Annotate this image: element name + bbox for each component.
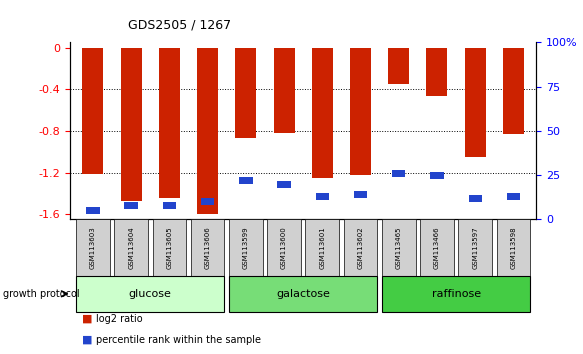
Bar bbox=[354, 191, 367, 198]
Text: GSM113599: GSM113599 bbox=[243, 227, 249, 269]
Text: GSM113605: GSM113605 bbox=[166, 227, 173, 269]
Bar bbox=[382, 276, 531, 312]
Bar bbox=[163, 202, 176, 209]
Bar bbox=[420, 219, 454, 276]
Text: ■: ■ bbox=[82, 335, 92, 345]
Text: GSM113466: GSM113466 bbox=[434, 227, 440, 269]
Text: glucose: glucose bbox=[129, 289, 171, 299]
Bar bbox=[239, 177, 252, 184]
Bar bbox=[197, 48, 218, 214]
Bar bbox=[344, 219, 377, 276]
Bar bbox=[503, 48, 524, 134]
Bar bbox=[86, 207, 100, 214]
Bar bbox=[153, 219, 186, 276]
Bar bbox=[201, 198, 215, 205]
Text: percentile rank within the sample: percentile rank within the sample bbox=[96, 335, 261, 345]
Bar bbox=[312, 48, 333, 178]
Bar bbox=[229, 276, 377, 312]
Bar bbox=[278, 181, 291, 188]
Bar bbox=[121, 48, 142, 201]
Bar bbox=[191, 219, 224, 276]
Bar bbox=[267, 219, 301, 276]
Bar bbox=[273, 48, 294, 133]
Bar bbox=[392, 170, 405, 177]
Text: GSM113600: GSM113600 bbox=[281, 227, 287, 269]
Text: raffinose: raffinose bbox=[431, 289, 480, 299]
Bar bbox=[469, 195, 482, 202]
Text: log2 ratio: log2 ratio bbox=[96, 314, 143, 324]
Bar bbox=[350, 48, 371, 175]
Bar bbox=[229, 219, 262, 276]
Text: GDS2505 / 1267: GDS2505 / 1267 bbox=[128, 19, 231, 32]
Text: GSM113598: GSM113598 bbox=[511, 227, 517, 269]
Bar bbox=[315, 193, 329, 200]
Bar bbox=[82, 48, 103, 174]
Text: GSM113606: GSM113606 bbox=[205, 227, 210, 269]
Bar bbox=[497, 219, 531, 276]
Text: GSM113604: GSM113604 bbox=[128, 227, 134, 269]
Bar bbox=[76, 276, 224, 312]
Text: GSM113465: GSM113465 bbox=[396, 227, 402, 269]
Bar bbox=[507, 193, 520, 200]
Bar bbox=[124, 202, 138, 209]
Bar bbox=[76, 219, 110, 276]
Bar bbox=[236, 48, 257, 138]
Text: GSM113602: GSM113602 bbox=[357, 227, 364, 269]
Text: GSM113603: GSM113603 bbox=[90, 227, 96, 269]
Bar bbox=[382, 219, 416, 276]
Bar bbox=[458, 219, 492, 276]
Text: galactose: galactose bbox=[276, 289, 330, 299]
Bar bbox=[159, 48, 180, 198]
Bar bbox=[114, 219, 148, 276]
Bar bbox=[426, 48, 448, 96]
Text: growth protocol: growth protocol bbox=[3, 289, 79, 299]
Bar bbox=[388, 48, 409, 84]
Bar bbox=[430, 172, 444, 179]
Bar bbox=[305, 219, 339, 276]
Text: ■: ■ bbox=[82, 314, 92, 324]
Text: GSM113597: GSM113597 bbox=[472, 227, 478, 269]
Text: GSM113601: GSM113601 bbox=[319, 227, 325, 269]
Bar bbox=[465, 48, 486, 157]
